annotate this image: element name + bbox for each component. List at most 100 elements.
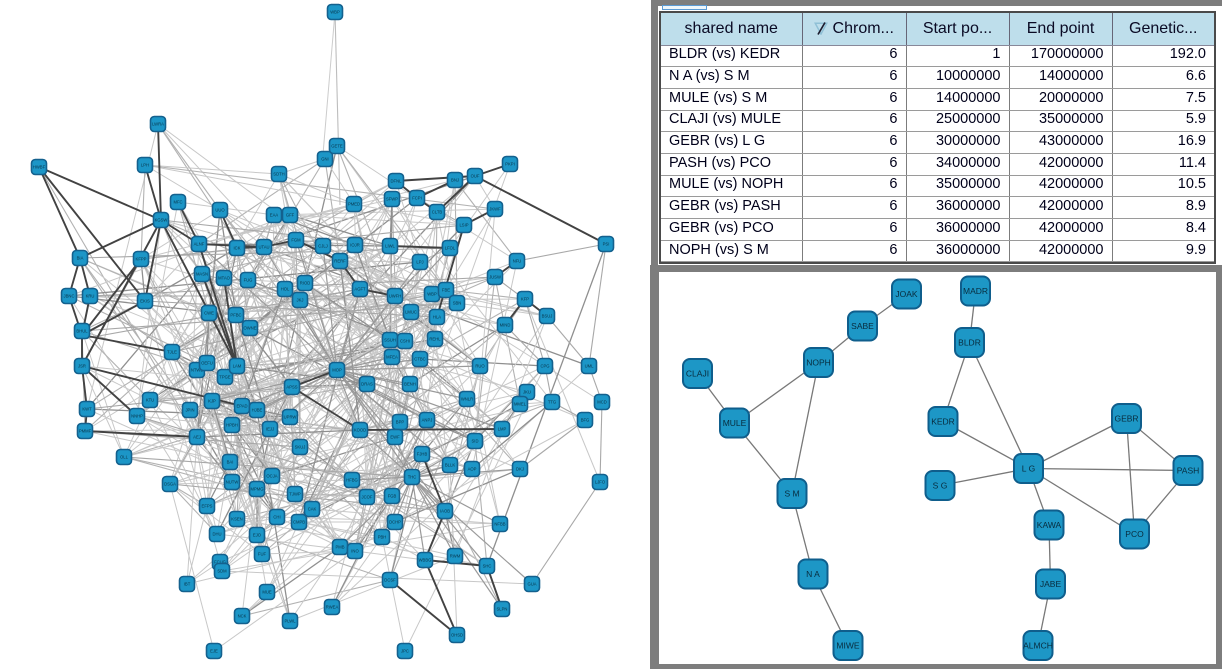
svg-text:OCJA: OCJA <box>266 474 277 479</box>
svg-text:MADR: MADR <box>962 286 987 296</box>
svg-text:MASN: MASN <box>196 272 208 277</box>
svg-text:JPC: JPC <box>401 649 409 654</box>
svg-text:DFNL: DFNL <box>391 179 403 184</box>
svg-text:BIA: BIA <box>77 256 84 261</box>
svg-text:LSIP: LSIP <box>459 223 468 228</box>
svg-text:BAI: BAI <box>227 460 234 465</box>
svg-text:MUE: MUE <box>262 590 272 595</box>
svg-text:MTAO: MTAO <box>218 276 231 281</box>
svg-text:PCO: PCO <box>1125 529 1144 539</box>
svg-text:FGB: FGB <box>388 494 397 499</box>
svg-text:NTWS: NTWS <box>191 368 204 373</box>
svg-text:SSUH: SSUH <box>384 338 396 343</box>
svg-text:EJE: EJE <box>210 649 218 654</box>
svg-text:ALNF: ALNF <box>194 242 205 247</box>
svg-text:BPP: BPP <box>396 420 405 425</box>
svg-text:BHUL: BHUL <box>76 329 88 334</box>
svg-text:MFC: MFC <box>173 200 182 205</box>
svg-text:IAOB: IAOB <box>440 509 450 514</box>
svg-text:KAWA: KAWA <box>1036 520 1061 530</box>
svg-text:KTU: KTU <box>146 398 154 403</box>
svg-text:JOAK: JOAK <box>895 289 918 299</box>
svg-text:KOOD: KOOD <box>354 428 366 433</box>
svg-text:IOJR: IOJR <box>350 243 360 248</box>
svg-text:WNLR: WNLR <box>461 397 473 402</box>
svg-text:MCD: MCD <box>597 400 607 405</box>
svg-text:KEDR: KEDR <box>931 416 955 426</box>
svg-text:WBP: WBP <box>427 292 437 297</box>
svg-text:BSUJ: BSUJ <box>542 314 553 319</box>
svg-text:OLL: OLL <box>120 455 129 460</box>
svg-text:BLDR: BLDR <box>958 337 981 347</box>
svg-text:BNJ: BNJ <box>451 178 459 183</box>
svg-text:DRAS: DRAS <box>361 382 373 387</box>
svg-text:JUSW: JUSW <box>489 275 501 280</box>
svg-text:MIND: MIND <box>500 323 511 328</box>
svg-text:EKIS: EKIS <box>140 299 150 304</box>
svg-text:IEJJ: IEJJ <box>266 427 274 432</box>
svg-text:GFF: GFF <box>286 213 295 218</box>
svg-text:PLWL: PLWL <box>284 619 296 624</box>
svg-text:JKJ: JKJ <box>297 298 304 303</box>
svg-text:OUF: OUF <box>471 174 480 179</box>
svg-text:CLAJI: CLAJI <box>685 368 708 378</box>
svg-text:PKPI: PKPI <box>505 162 515 167</box>
svg-text:SDTH: SDTH <box>273 172 284 177</box>
svg-text:JCOF: JCOF <box>362 495 373 500</box>
svg-text:CLTB: CLTB <box>432 210 443 215</box>
svg-text:TTG: TTG <box>548 400 556 405</box>
svg-text:PMMF: PMMF <box>79 429 92 434</box>
svg-text:OWNE: OWNE <box>243 326 256 331</box>
svg-text:PFBC: PFBC <box>230 313 241 318</box>
svg-text:DCSF: DCSF <box>384 578 396 583</box>
svg-text:NCK: NCK <box>238 614 247 619</box>
svg-text:JPIN: JPIN <box>185 408 194 413</box>
svg-text:RWEA: RWEA <box>326 605 339 610</box>
svg-text:FBE: FBE <box>442 288 450 293</box>
svg-text:AEJ: AEJ <box>193 435 201 440</box>
svg-text:EWF: EWF <box>390 435 400 440</box>
svg-text:MIWE: MIWE <box>836 640 859 650</box>
svg-text:L G: L G <box>1021 463 1034 473</box>
svg-text:MMEL: MMEL <box>514 402 527 407</box>
svg-text:EFPS: EFPS <box>202 504 213 509</box>
svg-text:SHC: SHC <box>483 564 492 569</box>
svg-text:JBNC: JBNC <box>64 294 75 299</box>
svg-text:CHI: CHI <box>273 515 280 520</box>
svg-text:DSGA: DSGA <box>164 482 176 487</box>
svg-text:LAM: LAM <box>233 364 242 369</box>
svg-text:PMED: PMED <box>348 202 360 207</box>
svg-text:UWFH: UWFH <box>389 294 402 299</box>
svg-text:SKUJ: SKUJ <box>295 445 306 450</box>
svg-text:N A: N A <box>806 569 820 579</box>
svg-text:WBBG: WBBG <box>419 558 432 563</box>
svg-text:AGFT: AGFT <box>354 287 366 292</box>
svg-text:TPGE: TPGE <box>219 375 231 380</box>
svg-text:JKWF: JKWF <box>489 207 501 212</box>
svg-text:LJFO: LJFO <box>595 480 606 485</box>
svg-text:RWM: RWM <box>450 554 461 559</box>
svg-text:EAA: EAA <box>270 213 279 218</box>
svg-text:UUO: UUO <box>215 208 225 213</box>
svg-text:CSHI: CSHI <box>400 339 410 344</box>
svg-text:BFG: BFG <box>581 418 590 423</box>
svg-text:DKJ: DKJ <box>516 467 524 472</box>
svg-text:LWRA: LWRA <box>152 122 164 127</box>
svg-text:PASH: PASH <box>1176 465 1199 475</box>
svg-text:DHU: DHU <box>212 532 221 537</box>
svg-text:LIWL: LIWL <box>385 244 395 249</box>
svg-text:BLLK: BLLK <box>445 463 455 468</box>
svg-text:CAK: CAK <box>308 507 317 512</box>
svg-text:CTBC: CTBC <box>414 357 425 362</box>
svg-text:KSEN: KSEN <box>231 517 242 522</box>
svg-text:BENH: BENH <box>404 382 416 387</box>
svg-text:TJLE: TJLE <box>167 350 177 355</box>
svg-text:SFWP: SFWP <box>386 197 398 202</box>
svg-text:FJHB: FJHB <box>417 452 428 457</box>
svg-text:RERF: RERF <box>334 259 346 264</box>
svg-text:NUTW: NUTW <box>226 480 239 485</box>
svg-text:GUA: GUA <box>527 582 536 587</box>
svg-text:SDM: SDM <box>217 569 227 574</box>
svg-text:FUF: FUF <box>258 552 267 557</box>
svg-text:DCHP: DCHP <box>389 520 401 525</box>
